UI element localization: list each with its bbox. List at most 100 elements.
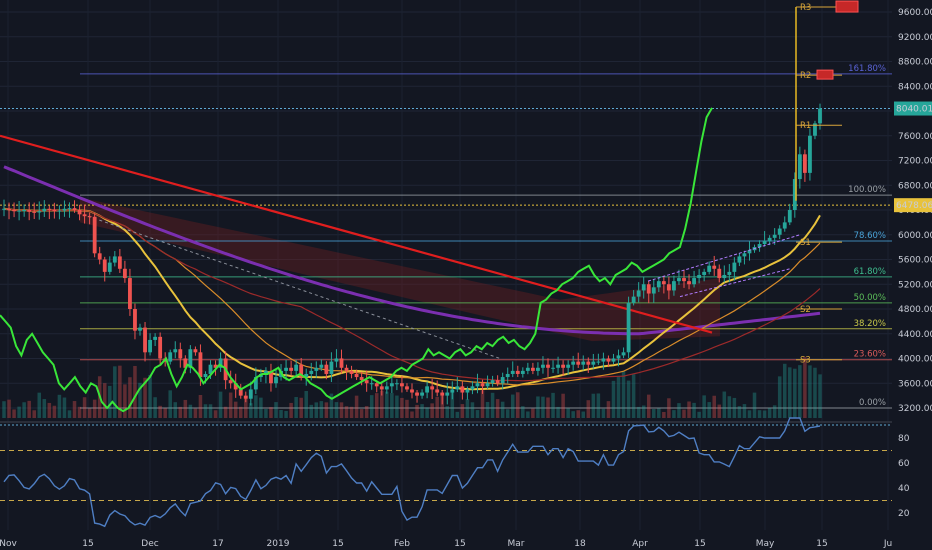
volume-bar (546, 397, 550, 418)
volume-bar (208, 404, 213, 418)
volume-bar (123, 384, 127, 418)
volume-bar (641, 405, 646, 418)
price-tick-label[interactable]: 7200.00 (898, 157, 932, 167)
price-tick-label[interactable]: 5200.00 (898, 280, 932, 290)
candle-body (284, 367, 288, 371)
candle-body (107, 262, 112, 272)
highlight-price-label[interactable]: 6478.06 (896, 201, 932, 211)
candle-body (344, 367, 349, 371)
time-tick-label[interactable]: 2019 (267, 539, 290, 549)
volume-bar (596, 393, 601, 418)
time-tick-label[interactable]: 15 (454, 539, 465, 549)
volume-bar (148, 374, 152, 418)
volume-bar (788, 367, 792, 418)
time-tick-label[interactable]: 15 (332, 539, 343, 549)
price-tick-label[interactable]: 8400.00 (898, 82, 932, 92)
volume-bar (566, 408, 570, 418)
time-tick-label[interactable]: Mar (508, 539, 525, 549)
fib-levels: 161.80% 100.00% 78.60% 61.80% 50.00% 38.20% 23… (0, 64, 892, 409)
volume-bar (813, 367, 817, 418)
time-tick-label[interactable]: Ju (883, 539, 892, 549)
volume-bar (339, 402, 344, 418)
volume-bar (742, 404, 747, 418)
candle-body (581, 361, 586, 365)
candle-body (571, 361, 576, 365)
candle-body (334, 358, 339, 362)
price-tick-label[interactable]: 9200.00 (898, 33, 932, 43)
time-tick-label[interactable]: Feb (394, 539, 410, 549)
price-tick-label[interactable]: 6000.00 (898, 231, 932, 241)
candle-body (17, 210, 22, 212)
volume-bar (470, 402, 475, 418)
price-tick-label[interactable]: 4800.00 (898, 305, 932, 315)
volume-bar (354, 395, 359, 418)
candle-body (677, 278, 681, 282)
time-tick-label[interactable]: Nov (0, 539, 17, 549)
volume-bar (72, 401, 77, 418)
current-price-label[interactable]: 8040.01 (896, 105, 932, 115)
volume-bar (662, 411, 666, 418)
price-tick-label[interactable]: 3600.00 (898, 379, 932, 389)
candle-body (27, 210, 32, 212)
candle-body (133, 309, 137, 331)
volume-bar (62, 397, 67, 418)
volume-bar (591, 393, 596, 418)
price-tick-label[interactable]: 7600.00 (898, 132, 932, 142)
volume-bar (47, 402, 52, 418)
price-tick-label[interactable]: 4000.00 (898, 355, 932, 365)
candle-body (626, 302, 631, 353)
rsi-tick-label[interactable]: 80 (898, 434, 910, 444)
candle-body (495, 380, 500, 384)
price-tick-label[interactable]: 6800.00 (898, 181, 932, 191)
price-tick-label[interactable]: 5600.00 (898, 256, 932, 266)
volume-bar (516, 392, 520, 418)
time-tick-label[interactable]: Dec (141, 539, 158, 549)
volume-bar (37, 392, 42, 418)
candle-body (520, 370, 525, 374)
time-tick-label[interactable]: 15 (816, 539, 827, 549)
volume-bar (249, 403, 253, 418)
volume-bar (445, 406, 450, 418)
rsi-tick-label[interactable]: 20 (898, 509, 910, 519)
pivot-label: S3 (800, 356, 811, 366)
candle-body (757, 244, 762, 248)
rsi-tick-label[interactable]: 40 (898, 484, 910, 494)
time-tick-label[interactable]: 17 (212, 539, 223, 549)
time-axis[interactable]: Nov 15 Dec 17 2019 15 Feb 15 Mar 18 Apr 15 May 15 Ju (0, 539, 892, 549)
candle-body (294, 364, 299, 371)
time-tick-label[interactable]: 15 (694, 539, 705, 549)
time-tick-label[interactable]: 15 (82, 539, 93, 549)
volume-bar (168, 390, 172, 418)
candle-body (7, 208, 11, 210)
ichimoku-cloud (80, 197, 720, 342)
candle-body (153, 336, 158, 340)
volume-bar (636, 406, 641, 418)
price-tick-label[interactable]: 9600.00 (898, 8, 932, 18)
volume-bar (415, 404, 419, 418)
current-price-badge[interactable] (894, 101, 932, 116)
highlight-price-badge[interactable] (894, 198, 932, 213)
candle-body (480, 383, 485, 387)
time-tick-label[interactable]: Apr (632, 539, 648, 549)
time-tick-label[interactable]: May (756, 539, 775, 549)
price-tick-label[interactable]: 4400.00 (898, 330, 932, 340)
candle-body (586, 361, 591, 365)
candle-body (762, 240, 767, 245)
candle-body (178, 349, 183, 359)
candle-body (712, 265, 717, 269)
price-tick-label[interactable]: 8800.00 (898, 58, 932, 68)
volume-bar (77, 406, 82, 418)
price-tick-label[interactable]: 3200.00 (898, 404, 932, 414)
volume-bar (279, 410, 283, 418)
price-axis[interactable]: 9600.009200.008800.008400.008000.007600.… (894, 8, 932, 519)
volume-bar (485, 401, 490, 418)
fib-label: 61.80% (854, 267, 886, 277)
candle-body (697, 274, 702, 279)
candle-body (672, 281, 676, 291)
rsi-tick-label[interactable]: 60 (898, 459, 910, 469)
candle-body (269, 370, 273, 384)
volume-bar (264, 409, 268, 418)
candle-body (319, 364, 324, 368)
time-tick-label[interactable]: 18 (574, 539, 586, 549)
